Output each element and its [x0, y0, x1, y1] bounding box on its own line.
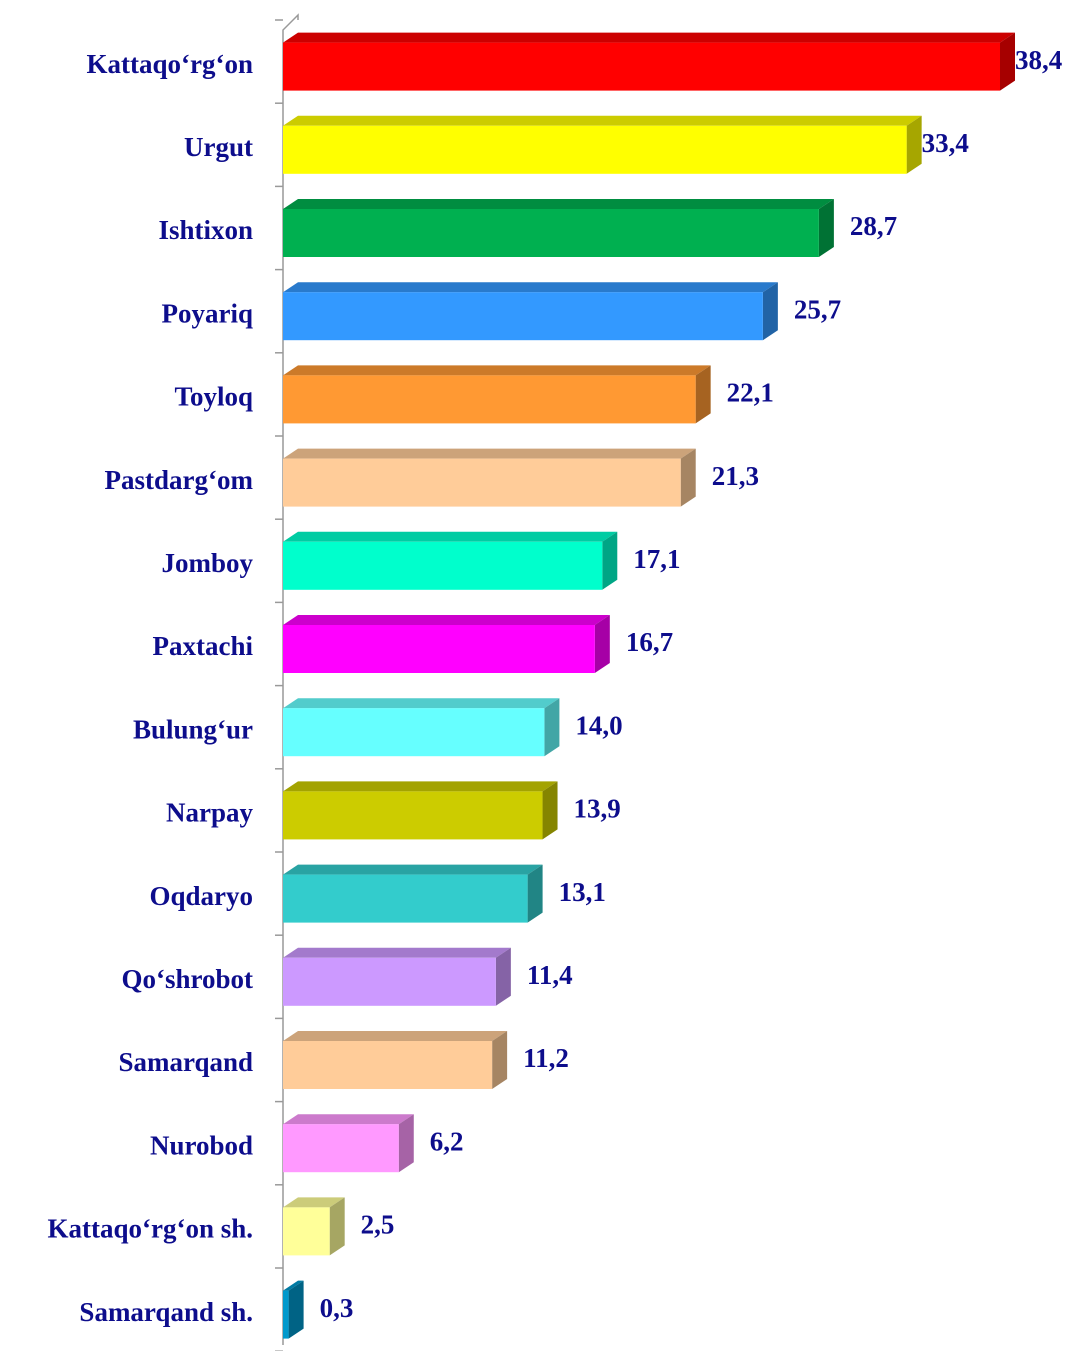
bar-face — [283, 874, 528, 923]
value-label: 16,7 — [626, 627, 673, 657]
bar-face — [283, 625, 595, 673]
value-label: 6,2 — [430, 1126, 464, 1156]
value-label: 2,5 — [361, 1210, 395, 1240]
value-label: 33,4 — [922, 128, 969, 158]
value-label: 38,4 — [1015, 45, 1062, 75]
bar — [283, 615, 610, 673]
bar-face — [283, 115, 922, 126]
bar-face — [283, 125, 907, 174]
value-label: 17,1 — [633, 544, 680, 574]
bar-face — [495, 947, 511, 1006]
bar-face — [762, 282, 778, 341]
bar-face — [283, 375, 696, 424]
bar-face — [283, 1197, 345, 1208]
bar-face — [283, 1124, 399, 1173]
bar-face — [283, 531, 618, 542]
bar-face — [283, 1290, 289, 1339]
bar-face — [288, 1280, 304, 1339]
bar-face — [544, 698, 560, 757]
category-label: Jomboy — [161, 548, 253, 578]
category-label: Poyariq — [162, 298, 254, 328]
bar-face — [283, 615, 610, 625]
bar-face — [283, 448, 696, 459]
value-label: 21,3 — [712, 461, 759, 491]
bar-face — [527, 864, 543, 923]
bar-face — [283, 199, 834, 209]
bar-face — [283, 864, 543, 875]
category-label: Samarqand — [118, 1047, 253, 1077]
value-label: 11,2 — [523, 1043, 569, 1073]
bar-face — [283, 282, 778, 293]
category-label: Ishtixon — [158, 215, 253, 245]
bar — [283, 115, 922, 174]
bar-face — [594, 615, 610, 673]
bar — [283, 32, 1015, 91]
bar-face — [283, 292, 763, 341]
bar — [283, 448, 696, 507]
bar-face — [695, 365, 711, 424]
bar-face — [1000, 32, 1015, 91]
category-label: Paxtachi — [153, 631, 254, 661]
bar — [283, 947, 511, 1006]
value-label: 0,3 — [320, 1293, 354, 1323]
category-label: Bulung‘ur — [133, 714, 253, 744]
bar-face — [283, 708, 545, 757]
value-label: 25,7 — [794, 294, 841, 324]
category-label: Kattaqo‘rg‘on sh. — [47, 1214, 253, 1244]
bar-face — [283, 1280, 304, 1291]
bar-face — [283, 365, 711, 376]
bar — [283, 1197, 345, 1256]
bar-face — [398, 1114, 414, 1173]
bar — [283, 199, 834, 257]
value-label: 14,0 — [575, 710, 622, 740]
bar-face — [283, 791, 543, 840]
category-label: Qo‘shrobot — [121, 964, 253, 994]
bar-face — [283, 209, 819, 257]
bar-face — [283, 947, 511, 958]
bar — [283, 1031, 508, 1089]
bar-face — [283, 781, 558, 792]
bar-face — [542, 781, 558, 840]
value-label: 28,7 — [850, 211, 897, 241]
bar — [283, 365, 711, 424]
bar-face — [283, 698, 560, 709]
value-label: 11,4 — [527, 960, 573, 990]
bar — [283, 781, 558, 840]
category-label: Samarqand sh. — [79, 1297, 253, 1327]
bar-face — [602, 531, 618, 590]
category-label: Oqdaryo — [149, 881, 253, 911]
bar-face — [283, 1041, 493, 1089]
bar-face — [283, 1207, 330, 1256]
category-label: Pastdarg‘om — [105, 465, 254, 495]
bar — [283, 1280, 304, 1339]
bar — [283, 531, 618, 590]
bar-face — [283, 42, 1000, 91]
bar-face — [492, 1031, 508, 1089]
bar-face — [283, 957, 496, 1006]
bar-face — [283, 1031, 508, 1041]
bar — [283, 698, 560, 757]
category-label: Nurobod — [150, 1130, 253, 1160]
category-label: Urgut — [184, 132, 253, 162]
value-label: 22,1 — [727, 378, 774, 408]
bar-face — [283, 1114, 414, 1125]
bar — [283, 1114, 414, 1173]
bar — [283, 864, 543, 923]
category-label: Toyloq — [174, 382, 253, 412]
bar-face — [818, 199, 834, 257]
bar-face — [680, 448, 696, 507]
value-label: 13,1 — [559, 877, 606, 907]
category-label: Kattaqo‘rg‘on — [87, 49, 253, 79]
bar-face — [283, 458, 681, 507]
bar — [283, 282, 778, 341]
axis-line — [282, 13, 299, 1345]
bar-face — [329, 1197, 345, 1256]
value-label: 13,9 — [574, 794, 621, 824]
category-label: Narpay — [166, 798, 253, 828]
bar-face — [283, 541, 603, 590]
bar-face — [906, 115, 922, 174]
bar-face — [283, 32, 1015, 43]
